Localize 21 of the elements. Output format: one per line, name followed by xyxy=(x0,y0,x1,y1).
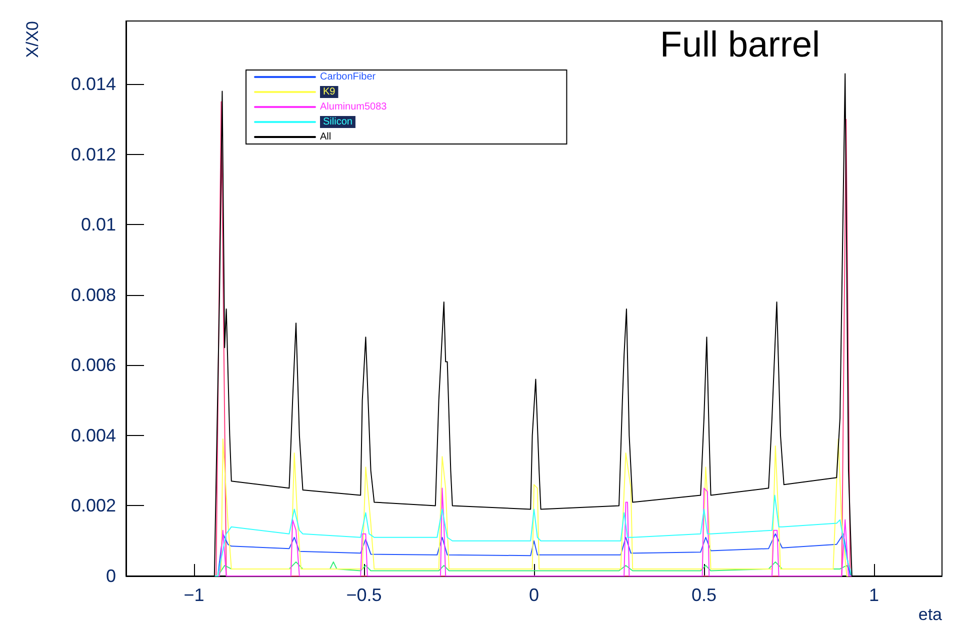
annotation: Full barrel xyxy=(660,24,820,64)
y-tick-label: 0.008 xyxy=(70,284,116,305)
y-tick-label: 0.004 xyxy=(70,425,116,446)
y-axis-title: X/X0 xyxy=(23,21,42,58)
y-tick-label: 0.014 xyxy=(70,74,116,94)
text: K9 xyxy=(323,86,336,98)
x-axis-title: eta xyxy=(918,605,943,624)
text: All xyxy=(320,132,332,142)
x-tick-label: 0.5 xyxy=(691,585,717,605)
x-tick-label: 1 xyxy=(868,585,880,605)
y-tick-label: 0.002 xyxy=(70,496,116,516)
x-tick-label: 0 xyxy=(528,585,540,605)
text: CarbonFiber xyxy=(320,72,376,82)
y-tick-label: 0.006 xyxy=(70,355,116,376)
x-tick-label: −1 xyxy=(184,585,204,605)
y-tick-label: 0.01 xyxy=(80,214,116,235)
x-tick-label: −0.5 xyxy=(346,585,382,605)
text: Aluminum5083 xyxy=(320,102,388,112)
text: Silicon xyxy=(323,116,352,128)
y-tick-label: 0.012 xyxy=(70,144,116,164)
y-tick-label: 0 xyxy=(106,566,116,586)
